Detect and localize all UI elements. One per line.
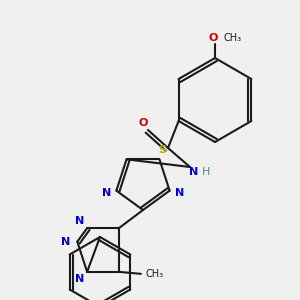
Text: N: N xyxy=(74,216,84,226)
Text: N: N xyxy=(189,167,199,177)
Text: O: O xyxy=(138,118,148,128)
Text: N: N xyxy=(74,274,84,284)
Text: H: H xyxy=(202,167,210,177)
Text: S: S xyxy=(158,145,166,155)
Text: CH₃: CH₃ xyxy=(224,33,242,43)
Text: N: N xyxy=(102,188,111,198)
Text: CH₃: CH₃ xyxy=(146,269,164,279)
Text: O: O xyxy=(208,33,218,43)
Text: N: N xyxy=(175,188,184,198)
Text: N: N xyxy=(61,237,70,247)
